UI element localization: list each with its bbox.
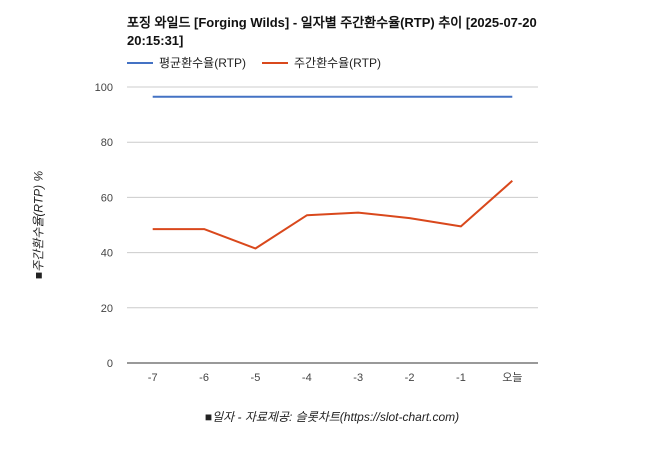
x-axis-ticks: -7 -6 -5 -4 -3 -2 -1 오늘 [148,371,523,384]
y-tick-label: 40 [101,248,113,260]
grid-lines [127,86,538,364]
legend: 평균환수율(RTP) 주간환수율(RTP) [127,54,381,71]
y-tick-label: 20 [101,303,113,315]
x-tick-label: -5 [251,372,261,384]
y-tick-label: 0 [107,358,113,370]
legend-label-weekly: 주간환수율(RTP) [293,56,381,70]
y-tick-label: 60 [101,192,113,204]
x-tick-label: -4 [302,372,312,384]
series-lines [152,95,513,250]
x-tick-label: -7 [148,372,158,384]
y-tick-label: 80 [101,137,113,149]
x-tick-label: -2 [405,372,415,384]
legend-swatch-average [127,61,153,64]
y-axis-title: ■주간환수율(RTP) % [31,170,46,280]
y-axis-ticks: 0 20 40 60 80 100 [95,82,113,370]
x-tick-label: -6 [199,372,209,384]
x-tick-label: -3 [353,372,363,384]
legend-item-weekly[interactable]: 주간환수율(RTP) [261,54,381,71]
x-tick-label: -1 [456,372,466,384]
x-axis-title: ■일자 - 자료제공: 슬롯차트(https://slot-chart.com) [204,410,460,424]
chart-title: 포징 와일드 [Forging Wilds] - 일자별 주간환수율(RTP) … [127,15,537,48]
x-tick-label: 오늘 [502,371,522,384]
legend-item-average[interactable]: 평균환수율(RTP) [127,54,246,71]
series-line-weekly[interactable] [152,180,513,250]
legend-label-average: 평균환수율(RTP) [159,56,246,70]
legend-swatch-weekly [261,61,288,64]
y-tick-label: 100 [95,82,113,94]
